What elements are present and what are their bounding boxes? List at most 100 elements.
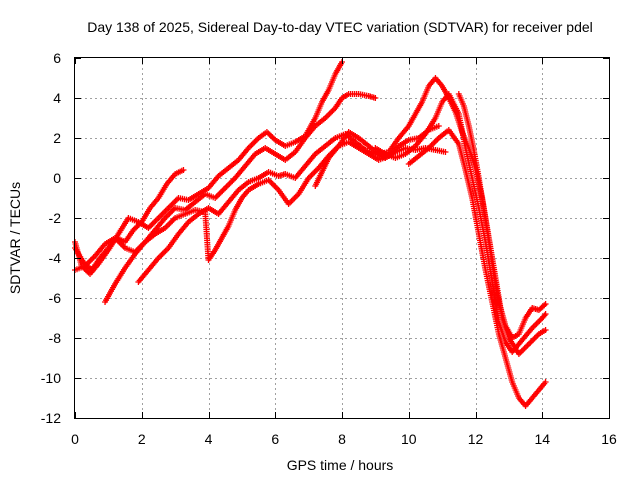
- data-point: [326, 110, 333, 117]
- data-point: [251, 139, 258, 146]
- x-axis-label: GPS time / hours: [287, 457, 394, 473]
- y-tick-label: 6: [53, 50, 61, 66]
- data-series-track-4: [135, 131, 449, 285]
- data-point: [527, 339, 534, 346]
- data-point: [174, 196, 181, 203]
- data-series-track-2: [72, 59, 345, 277]
- y-tick-label: -4: [49, 250, 62, 266]
- data-series-track-5: [72, 123, 442, 273]
- y-axis-label: SDTVAR / TECUs: [7, 182, 23, 294]
- data-point: [312, 167, 319, 174]
- data-point: [149, 220, 156, 227]
- data-point: [325, 112, 332, 119]
- data-point: [220, 186, 227, 193]
- data-point: [217, 189, 224, 196]
- data-point: [536, 317, 543, 324]
- data-point: [309, 170, 316, 177]
- data-point: [311, 169, 318, 176]
- data-point: [530, 336, 537, 343]
- data-point: [219, 187, 226, 194]
- data-point: [542, 311, 549, 317]
- data-layer: [72, 59, 549, 409]
- data-point: [431, 139, 438, 146]
- data-point: [227, 179, 234, 186]
- data-point: [152, 217, 159, 224]
- data-point: [154, 216, 161, 223]
- y-tick-label: 0: [53, 170, 61, 186]
- data-point: [272, 184, 279, 191]
- data-point: [292, 193, 299, 200]
- x-tick-label: 12: [468, 431, 484, 447]
- x-tick-label: 6: [271, 431, 279, 447]
- data-point: [434, 136, 441, 143]
- data-point: [534, 319, 541, 326]
- data-point: [288, 198, 295, 205]
- data-point: [532, 322, 539, 329]
- data-point: [541, 302, 548, 309]
- y-tick-label: -8: [49, 330, 62, 346]
- data-point: [269, 181, 276, 188]
- data-point: [216, 190, 223, 197]
- data-point: [249, 140, 256, 147]
- data-point: [159, 250, 166, 257]
- x-tick-label: 16: [601, 431, 617, 447]
- data-point: [291, 195, 298, 202]
- y-tick-label: -10: [41, 370, 61, 386]
- data-point: [166, 220, 173, 227]
- data-point: [167, 219, 174, 226]
- data-point: [171, 199, 178, 206]
- data-point: [271, 182, 278, 189]
- data-point: [430, 140, 437, 147]
- data-point: [542, 301, 549, 307]
- data-point: [541, 312, 548, 319]
- data-point: [162, 247, 169, 254]
- data-point: [528, 338, 535, 345]
- data-point: [225, 182, 232, 189]
- data-point: [328, 109, 335, 116]
- data-point: [146, 223, 153, 230]
- data-point: [161, 249, 168, 256]
- data-point: [518, 348, 525, 355]
- data-series-track-6: [312, 75, 549, 357]
- data-point: [213, 193, 220, 200]
- data-series-track-9: [455, 91, 549, 341]
- data-point: [442, 149, 449, 155]
- data-point: [432, 137, 439, 144]
- data-point: [435, 123, 442, 129]
- data-point: [329, 107, 336, 114]
- y-tick-label: 4: [53, 90, 61, 106]
- x-tick-label: 10: [401, 431, 417, 447]
- y-tick-label: -6: [49, 290, 62, 306]
- x-tick-label: 4: [205, 431, 213, 447]
- data-point: [248, 142, 255, 149]
- data-point: [308, 172, 315, 179]
- data-point: [155, 215, 162, 221]
- data-point: [372, 95, 379, 101]
- data-point: [525, 341, 532, 347]
- data-point: [323, 113, 330, 120]
- data-point: [267, 178, 274, 185]
- x-tick-label: 8: [338, 431, 346, 447]
- data-point: [531, 335, 538, 342]
- x-tick-label: 2: [138, 431, 146, 447]
- y-tick-label: 2: [53, 130, 61, 146]
- data-point: [158, 252, 165, 259]
- data-point: [521, 345, 528, 352]
- data-point: [164, 222, 171, 229]
- data-point: [87, 257, 94, 264]
- data-series-track-8: [405, 127, 549, 409]
- data-point: [523, 343, 530, 350]
- data-point: [89, 255, 96, 262]
- data-point: [289, 196, 296, 203]
- data-point: [151, 219, 158, 226]
- data-point: [119, 242, 126, 249]
- data-point: [533, 333, 540, 340]
- x-tick-label: 14: [534, 431, 550, 447]
- data-point: [542, 379, 549, 385]
- plot-frame: [74, 57, 610, 419]
- data-point: [524, 342, 531, 349]
- data-series-track-7: [372, 91, 549, 355]
- data-point: [180, 167, 187, 173]
- data-point: [533, 320, 540, 327]
